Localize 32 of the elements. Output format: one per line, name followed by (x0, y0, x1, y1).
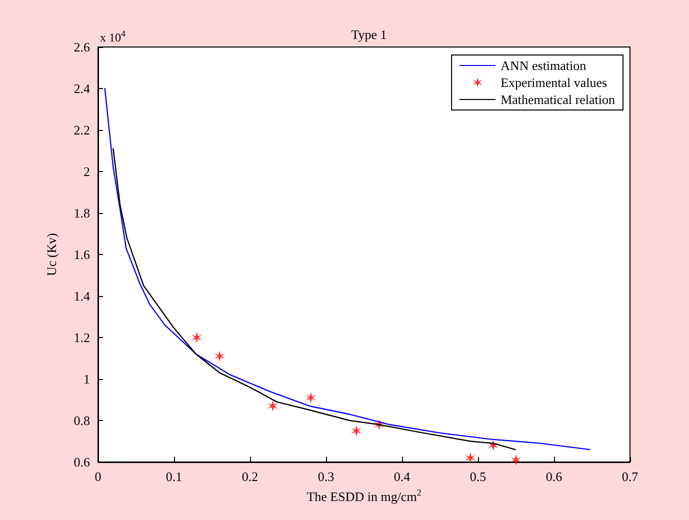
x-tick-label: 0.4 (394, 469, 411, 484)
y-tick-label: 2.2 (74, 122, 90, 138)
point (191, 332, 202, 343)
point (510, 454, 522, 466)
y-tick-label: 2.4 (74, 81, 90, 96)
y-tick-label: 1.8 (74, 206, 90, 220)
x-tick-label: 0.1 (166, 469, 182, 484)
legend-label: Mathematical relation (500, 92, 616, 107)
x-tick-label: 0.2 (242, 469, 258, 484)
y-tick-label: 0.6 (74, 454, 90, 470)
y-axis-title: Uc (Kv) (44, 233, 59, 276)
legend-label: Experimental values (500, 75, 608, 90)
point (350, 425, 362, 436)
line-series (112, 148, 516, 450)
y-tick-label: 2 (84, 164, 90, 179)
x-tick-label: 0.3 (318, 469, 334, 484)
point (464, 452, 476, 464)
x-tick-label: 0.5 (470, 469, 486, 484)
y-tick-label: 1.6 (74, 247, 90, 262)
x-tick-label: 0 (94, 469, 102, 484)
y-tick-label: 1.2 (74, 330, 90, 345)
chart-title: Type 1 (351, 27, 387, 42)
x-tick-label: 0.6 (546, 469, 563, 484)
point (305, 392, 316, 404)
point (214, 350, 226, 362)
point (267, 400, 278, 412)
legend-label: ANN estimation (500, 58, 587, 73)
y-tick-label: 0.8 (74, 413, 90, 428)
y-tick-label: 1.4 (74, 288, 90, 304)
y-tick-label: 2.6 (74, 40, 90, 54)
x-tick-label: 0.7 (622, 469, 639, 484)
y-tick-label: 1 (84, 372, 90, 386)
